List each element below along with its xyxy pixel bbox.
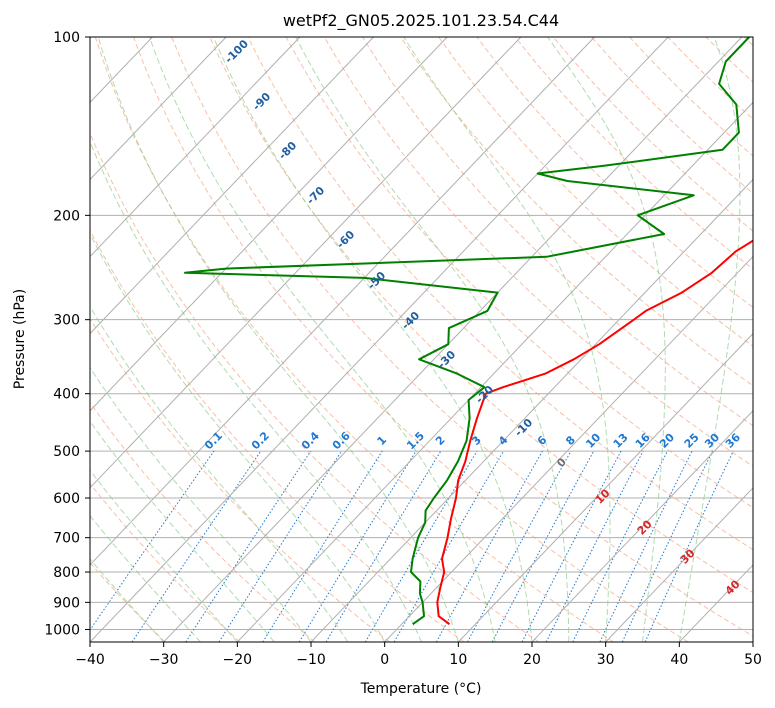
moist-adiabat-line <box>90 140 422 642</box>
moist-adiabat-line <box>213 37 533 642</box>
dry-adiabat-line <box>438 37 753 347</box>
mixing-ratio-line <box>621 450 714 642</box>
moist-adiabat-line <box>149 37 496 642</box>
chart-title: wetPf2_GN05.2025.101.23.54.C44 <box>283 11 559 31</box>
x-tick-label: −10 <box>296 652 326 668</box>
dry-adiabat-line <box>171 37 753 637</box>
x-tick-label: 40 <box>670 652 688 668</box>
y-tick-label: 200 <box>53 208 80 224</box>
mixing-ratio-line <box>644 450 734 642</box>
dry-adiabats <box>90 37 753 642</box>
y-tick-label: 1000 <box>44 622 80 638</box>
mixing-ratio-line <box>131 450 262 642</box>
moist-adiabats <box>90 37 741 642</box>
y-tick-label: 700 <box>53 531 80 547</box>
y-tick-label: 100 <box>53 30 80 46</box>
y-tick-label: 400 <box>53 387 80 403</box>
dry-adiabat-line <box>90 401 316 642</box>
moist-adiabat-line <box>295 37 570 642</box>
moist-adiabat-line <box>90 469 238 642</box>
moist-adiabat-line <box>97 37 459 642</box>
x-tick-label: −40 <box>75 652 105 668</box>
moist-adiabat-line <box>678 37 741 642</box>
x-axis: −40 −30 −20 −10 0 10 20 30 40 50 <box>75 642 762 668</box>
y-tick-label: 600 <box>53 491 80 507</box>
mixing-ratio-line <box>298 450 417 642</box>
isotherm-line <box>457 332 753 642</box>
x-tick-label: 30 <box>597 652 615 668</box>
plot-frame <box>89 36 754 643</box>
moist-adiabat-line <box>90 420 275 642</box>
isotherm-line <box>90 37 301 258</box>
sounding-series <box>184 37 753 626</box>
y-tick-label: 900 <box>53 595 80 611</box>
x-axis-label: Temperature (°C) <box>360 681 482 697</box>
isotherm-line <box>90 37 227 181</box>
x-tick-label: −30 <box>149 652 179 668</box>
isotherm-line <box>90 37 669 642</box>
dry-adiabat-line <box>285 37 753 509</box>
dewpoint-line <box>184 37 750 626</box>
dry-adiabat-line <box>90 562 166 642</box>
moist-adiabat-line <box>403 37 611 642</box>
isotherm-line <box>605 487 753 642</box>
moist-adiabat-line <box>90 558 165 642</box>
isotherm-line <box>90 37 522 489</box>
moist-adiabat-line <box>90 366 312 642</box>
mixing-ratio-line <box>545 450 644 642</box>
pressure-gridlines <box>90 37 753 630</box>
moist-adiabat-line <box>547 37 666 642</box>
dry-adiabat-line <box>133 37 689 642</box>
isotherm-line <box>236 101 753 642</box>
moist-adiabat-line <box>90 305 349 642</box>
dry-adiabat-line <box>247 37 753 551</box>
mixing-ratio-line <box>325 450 442 642</box>
isotherm-line <box>90 37 448 412</box>
skewed-isotherms <box>90 37 753 642</box>
dry-adiabat-line <box>476 37 753 308</box>
dry-adiabat-line <box>90 131 540 642</box>
x-tick-label: 0 <box>380 652 389 668</box>
mixing-ratio-line <box>90 450 215 631</box>
x-tick-label: 10 <box>449 652 467 668</box>
y-tick-label: 500 <box>53 444 80 460</box>
dry-adiabat-line <box>90 317 390 642</box>
isotherm-line <box>163 37 743 642</box>
dry-adiabat-line <box>94 37 614 642</box>
mixing-ratio-line <box>185 450 312 642</box>
isotherm-line <box>90 37 595 566</box>
x-tick-label: −20 <box>223 652 253 668</box>
mixing-ratio-line <box>599 450 693 642</box>
isotherm-line <box>384 255 753 642</box>
mixing-ratio-line <box>521 450 622 642</box>
dry-adiabat-line <box>209 37 753 594</box>
mixing-ratio-line <box>262 450 383 642</box>
moist-adiabat-line <box>90 514 201 642</box>
moist-adiabat-line <box>90 232 386 642</box>
temperature-line <box>436 239 753 626</box>
mixing-ratio-line <box>435 450 543 642</box>
dry-adiabat-line <box>361 37 753 427</box>
y-axis-label: Pressure (hPa) <box>12 289 28 389</box>
isotherm-line <box>531 410 753 642</box>
isotherm-line <box>90 37 374 335</box>
x-tick-label: 20 <box>523 652 541 668</box>
y-tick-label: 800 <box>53 565 80 581</box>
x-tick-label: 50 <box>744 652 762 668</box>
isotherm-line <box>310 178 753 642</box>
y-tick-label: 300 <box>53 313 80 329</box>
y-axis: 1000 900 800 700 600 500 400 300 200 100 <box>44 30 90 638</box>
mixing-ratio-line <box>467 450 572 642</box>
mixing-ratio-line <box>218 450 343 642</box>
